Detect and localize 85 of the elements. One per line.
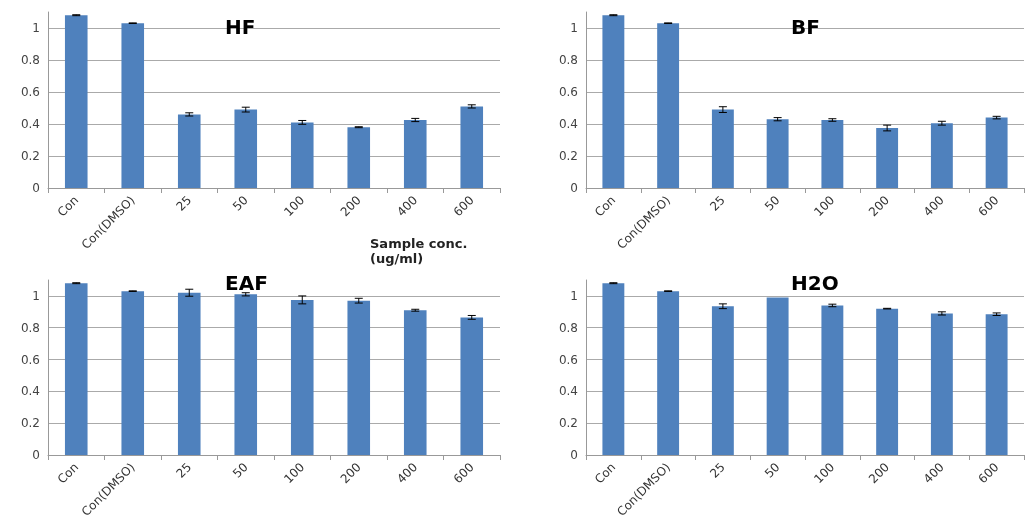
bar: [64, 283, 88, 455]
x-tick-label: Con: [54, 460, 82, 487]
bar: [121, 291, 145, 455]
chart-title: H2O: [791, 271, 839, 295]
bar: [403, 120, 427, 188]
x-tick-label: 50: [761, 460, 783, 481]
x-tick-label: 100: [811, 460, 838, 487]
y-tick-label: 1: [32, 288, 40, 303]
bar: [766, 297, 789, 455]
x-tick-label: 400: [920, 460, 947, 487]
x-tick-label: Con: [54, 193, 82, 220]
x-tick-label: 50: [230, 460, 251, 481]
x-tick-label: 600: [450, 460, 477, 487]
bar: [121, 23, 145, 188]
bar: [930, 123, 953, 188]
y-tick-label: 0: [570, 448, 578, 462]
x-tick-label: 600: [975, 193, 1002, 220]
x-tick-label: 25: [173, 460, 195, 481]
y-tick-label: 0.8: [20, 320, 40, 335]
bar: [711, 306, 734, 455]
y-tick-label: 0.8: [558, 53, 578, 67]
bar: [64, 15, 88, 188]
y-tick-label: 0.4: [20, 117, 40, 131]
bar: [347, 127, 371, 188]
y-tick-label: 0: [32, 181, 40, 195]
x-tick-label: 400: [920, 193, 947, 220]
x-tick-label: 600: [450, 193, 477, 220]
y-tick-label: 0.2: [20, 149, 40, 163]
x-tick-label: 100: [281, 193, 308, 220]
bar: [930, 313, 953, 455]
x-tick-label: 100: [811, 193, 838, 220]
y-tick-label: 0.2: [558, 416, 578, 431]
x-tick-label: 400: [394, 460, 421, 487]
y-tick-label: 0.6: [20, 85, 40, 99]
x-tick-label: 400: [394, 193, 421, 220]
bar: [657, 291, 680, 455]
x-tick-label: 50: [761, 193, 783, 214]
bar: [876, 128, 899, 188]
x-tick-label: 25: [173, 193, 195, 214]
bar: [460, 106, 484, 188]
chart-title: BF: [791, 15, 820, 39]
bar: [234, 294, 258, 455]
bar: [290, 122, 314, 188]
x-axis-title: Sample conc.(ug/ml): [370, 236, 469, 266]
bar: [985, 117, 1008, 188]
x-tick-label: Con: [591, 460, 619, 487]
y-tick-label: 1: [32, 21, 40, 35]
y-tick-label: 0.4: [558, 384, 578, 399]
y-tick-label: 0.2: [558, 149, 578, 163]
y-tick-label: 0.4: [20, 384, 40, 399]
y-tick-label: 0: [32, 448, 40, 462]
bar: [602, 283, 625, 455]
x-tick-label: 50: [230, 193, 251, 214]
chart-title: EAF: [225, 271, 268, 295]
y-tick-label: 0.6: [558, 85, 578, 99]
bar: [347, 300, 371, 455]
y-tick-label: 0.6: [20, 352, 40, 367]
y-tick-label: 1: [570, 288, 578, 303]
y-tick-label: 0.2: [20, 416, 40, 431]
y-tick-label: 1: [570, 21, 578, 35]
y-tick-label: 0.6: [558, 352, 578, 367]
bar: [602, 15, 625, 188]
y-tick-label: 0.4: [558, 117, 578, 131]
y-tick-label: 0: [570, 181, 578, 195]
bar: [234, 109, 258, 188]
bar: [821, 120, 844, 188]
bar: [985, 314, 1008, 455]
bar: [177, 114, 201, 188]
y-tick-label: 0.8: [20, 53, 40, 67]
x-tick-label: 600: [975, 460, 1002, 487]
x-tick-label: Con: [591, 193, 619, 220]
x-tick-label: 100: [281, 460, 308, 487]
y-tick-label: 0.8: [558, 320, 578, 335]
bar: [657, 23, 680, 188]
bar: [876, 308, 899, 455]
x-tick-label: 25: [707, 460, 728, 481]
bar: [403, 310, 427, 455]
bar: [711, 109, 734, 188]
chart-title: HF: [225, 15, 256, 39]
bar: [290, 299, 314, 455]
x-tick-label: 25: [707, 193, 728, 214]
bar: [460, 317, 484, 455]
bar: [821, 305, 844, 455]
bar: [177, 292, 201, 455]
bar: [766, 119, 789, 188]
